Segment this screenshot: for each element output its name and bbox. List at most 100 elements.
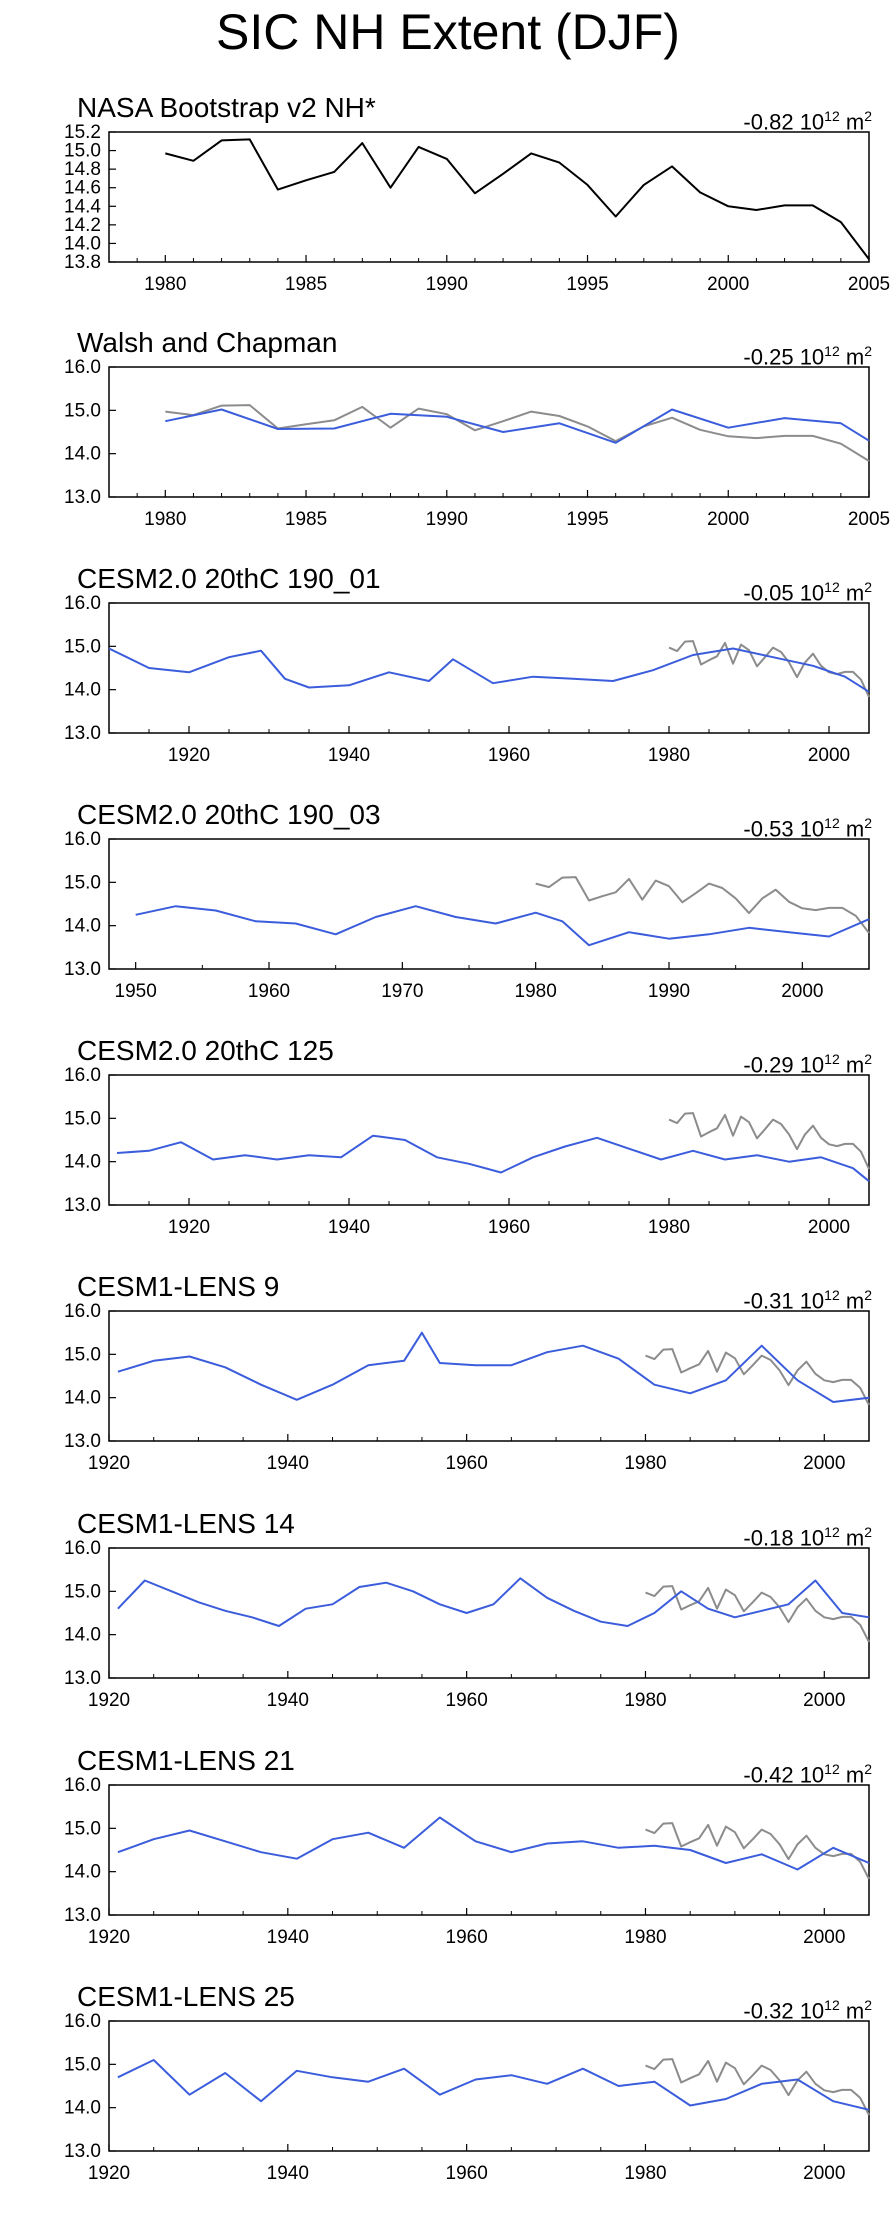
trend-part: 12 xyxy=(824,815,840,831)
chart-panel: CESM2.0 20thC 190_01 -0.05 1012 m2 16.0 15.… xyxy=(0,563,896,773)
x-tick-label: 2000 xyxy=(707,509,749,530)
plot-frame xyxy=(108,838,870,970)
y-tick-label: 13.0 xyxy=(64,2141,101,2162)
x-tick-label: 1985 xyxy=(285,509,327,530)
trend-value: -0.31 1012 m2 xyxy=(743,1281,872,1315)
y-tick-label: 16.0 xyxy=(64,1538,101,1559)
y-tick-label: 14.0 xyxy=(64,2098,101,2119)
reference-series-line xyxy=(535,876,870,934)
trend-part: 10 xyxy=(799,109,825,135)
panel-title: CESM2.0 20thC 125 xyxy=(77,1035,334,1066)
y-tick-label: 14.0 xyxy=(64,680,101,701)
panel-title: CESM1-LENS 21 xyxy=(77,1745,295,1776)
reference-series-line xyxy=(668,640,870,698)
series-line xyxy=(117,1816,870,1871)
panel-title: CESM2.0 20thC 190_01 xyxy=(77,563,381,594)
trend-value: -0.32 1012 m2 xyxy=(743,1991,872,2025)
trend-value: -0.53 1012 m2 xyxy=(743,809,872,843)
trend-part: -0.32 xyxy=(743,1998,794,2024)
trend-part: 12 xyxy=(824,579,840,595)
trend-value: -0.82 1012 m2 xyxy=(743,102,872,136)
y-tick-label: 15.0 xyxy=(64,1108,101,1129)
trend-part: 2 xyxy=(864,1997,872,2013)
y-tick-label: 14.4 xyxy=(64,196,101,217)
trend-part: 12 xyxy=(824,1287,840,1303)
trend-part: 2 xyxy=(864,815,872,831)
x-tick-label: 1980 xyxy=(144,509,186,530)
x-tick-label: 1920 xyxy=(88,1453,130,1474)
trend-part: -0.29 xyxy=(743,1052,794,1078)
chart-panel: Walsh and Chapman -0.25 1012 m2 16.0 15.0 14… xyxy=(0,327,896,537)
y-tick-label: 15.0 xyxy=(64,2054,101,2075)
trend-part: 12 xyxy=(824,1524,840,1540)
trend-part: 12 xyxy=(824,1761,840,1777)
x-tick-label: 1990 xyxy=(648,981,690,1002)
trend-part: -0.25 xyxy=(743,344,794,370)
y-tick-label: 14.6 xyxy=(64,178,101,199)
plot-frame xyxy=(108,366,870,498)
x-tick-label: 2000 xyxy=(808,1217,850,1238)
chart-panel: NASA Bootstrap v2 NH* -0.82 1012 m2 15.2 15… xyxy=(0,92,896,302)
reference-series-line xyxy=(645,1822,870,1880)
trend-part: -0.53 xyxy=(743,816,794,842)
trend-part: 2 xyxy=(864,1761,872,1777)
chart-panel: CESM2.0 20thC 125 -0.29 1012 m2 16.0 15.0 14… xyxy=(0,1035,896,1245)
trend-part: 10 xyxy=(799,1052,825,1078)
trend-value: -0.42 1012 m2 xyxy=(743,1755,872,1789)
y-tick-label: 16.0 xyxy=(64,829,101,850)
trend-part: 2 xyxy=(864,579,872,595)
y-tick-label: 13.0 xyxy=(64,1668,101,1689)
trend-part: 12 xyxy=(824,108,840,124)
y-tick-label: 13.8 xyxy=(64,252,101,273)
x-tick-label: 1920 xyxy=(168,1217,210,1238)
series-line xyxy=(165,408,870,444)
x-tick-label: 1980 xyxy=(624,1927,666,1948)
series-line xyxy=(135,905,870,947)
x-tick-label: 1920 xyxy=(88,1690,130,1711)
y-tick-label: 14.0 xyxy=(64,233,101,254)
trend-part: 10 xyxy=(799,1525,825,1551)
trend-part: -0.05 xyxy=(743,580,794,606)
x-tick-label: 1960 xyxy=(446,1927,488,1948)
trend-part: 10 xyxy=(799,580,825,606)
x-tick-label: 1970 xyxy=(381,981,423,1002)
series-line xyxy=(117,1577,870,1627)
x-tick-label: 2000 xyxy=(803,1927,845,1948)
trend-part: 2 xyxy=(864,343,872,359)
trend-part: m xyxy=(845,1998,865,2024)
trend-part: 10 xyxy=(799,344,825,370)
trend-part: 2 xyxy=(864,1051,872,1067)
trend-part: m xyxy=(845,1052,865,1078)
chart-panel: CESM1-LENS 21 -0.42 1012 m2 16.0 15.0 14.0 13… xyxy=(0,1745,896,1955)
trend-part: m xyxy=(845,1762,865,1788)
x-tick-label: 1940 xyxy=(267,1453,309,1474)
series-line xyxy=(117,1331,870,1403)
plot-frame xyxy=(108,2020,870,2152)
y-tick-label: 14.8 xyxy=(64,159,101,180)
x-tick-label: 1960 xyxy=(488,1217,530,1238)
plot-frame xyxy=(108,602,870,734)
chart-svg: 15.215.014.814.614.414.214.013.8 1980 1985… xyxy=(64,122,890,295)
reference-series-line xyxy=(165,404,870,462)
series-line xyxy=(116,1134,870,1182)
x-tick-label: 1940 xyxy=(267,1690,309,1711)
x-tick-label: 1920 xyxy=(88,1927,130,1948)
chart-panel: CESM1-LENS 14 -0.18 1012 m2 16.0 15.0 14.0 13… xyxy=(0,1508,896,1718)
y-tick-label: 16.0 xyxy=(64,1065,101,1086)
y-tick-label: 14.0 xyxy=(64,1388,101,1409)
y-tick-label: 14.0 xyxy=(64,916,101,937)
trend-value: -0.29 1012 m2 xyxy=(743,1045,872,1079)
trend-part: 2 xyxy=(864,1524,872,1540)
y-tick-label: 16.0 xyxy=(64,593,101,614)
chart-panel: CESM1-LENS 9 -0.31 1012 m2 16.0 15.0 14.0 13.… xyxy=(0,1271,896,1481)
y-tick-label: 15.0 xyxy=(64,400,101,421)
y-tick-label: 14.2 xyxy=(64,215,101,236)
reference-series-line xyxy=(645,1348,870,1406)
trend-part: -0.18 xyxy=(743,1525,794,1551)
x-tick-label: 2000 xyxy=(808,745,850,766)
